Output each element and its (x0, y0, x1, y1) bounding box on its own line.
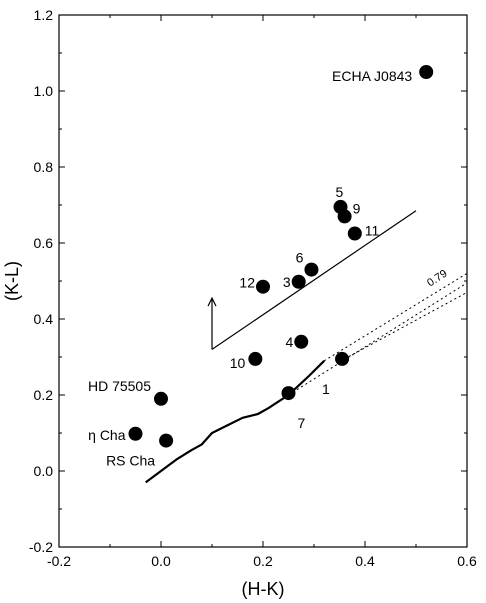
point-label: η Cha (88, 427, 126, 443)
y-tick-label: 0.8 (34, 159, 54, 175)
y-tick-label: -0.2 (29, 539, 53, 555)
point-label: 12 (239, 275, 255, 291)
dotted-reddening-line (288, 282, 468, 396)
dotted-reddening-line (323, 272, 468, 362)
dotted-reddening-line (344, 291, 468, 360)
axes-group: -0.2 0.0 0.2 0.4 0.6 -0.2 0.0 0.2 0.4 0.6 0.8 1.0 1.… (29, 7, 477, 569)
data-point (154, 391, 168, 406)
data-point (335, 351, 350, 366)
data-point (248, 351, 263, 366)
y-axis-title: (K-L) (2, 261, 22, 301)
point-label: 11 (365, 223, 380, 239)
data-point (128, 426, 143, 441)
data-point (281, 386, 296, 401)
y-tick-label: 1.2 (34, 7, 54, 23)
point-label: 6 (296, 250, 304, 266)
data-point (419, 65, 434, 79)
point-label: 1 (322, 381, 330, 397)
data-point (347, 226, 362, 241)
data-point (291, 274, 306, 289)
reddening-vector-line (211, 210, 417, 350)
data-point (337, 209, 352, 224)
point-label: 10 (230, 355, 246, 371)
points-group: 1 3 4 5 6 7 9 10 11 12 ECHA J0843 HD 75505 η Cha RS C… (88, 65, 434, 469)
x-tick-label: 0.6 (457, 553, 477, 569)
annotation-label: 0.79 (425, 268, 450, 290)
x-tick-label: -0.2 (47, 553, 71, 569)
x-tick-label: 0.0 (151, 553, 171, 569)
point-label: HD 75505 (88, 378, 151, 394)
data-point (304, 262, 319, 277)
point-label: 4 (285, 334, 293, 350)
reddening-arrow-head (207, 296, 217, 307)
y-tick-label: 0.4 (34, 311, 54, 327)
x-tick-label: 0.2 (253, 553, 273, 569)
data-point (159, 433, 174, 448)
y-tick-label: 0.0 (34, 463, 54, 479)
y-tick-label: 0.6 (34, 235, 54, 251)
y-tick-label: 1.0 (34, 83, 54, 99)
x-tick-label: 0.4 (355, 553, 375, 569)
data-point (256, 279, 270, 294)
point-label: 3 (283, 274, 291, 290)
point-label: RS Cha (106, 453, 155, 469)
point-label: 5 (336, 184, 344, 200)
data-point (294, 334, 309, 349)
y-tick-label: 0.2 (34, 387, 54, 403)
point-label: ECHA J0843 (332, 68, 412, 84)
point-label: 9 (353, 200, 361, 216)
x-axis-title: (H-K) (242, 579, 285, 599)
point-label: 7 (298, 415, 306, 431)
